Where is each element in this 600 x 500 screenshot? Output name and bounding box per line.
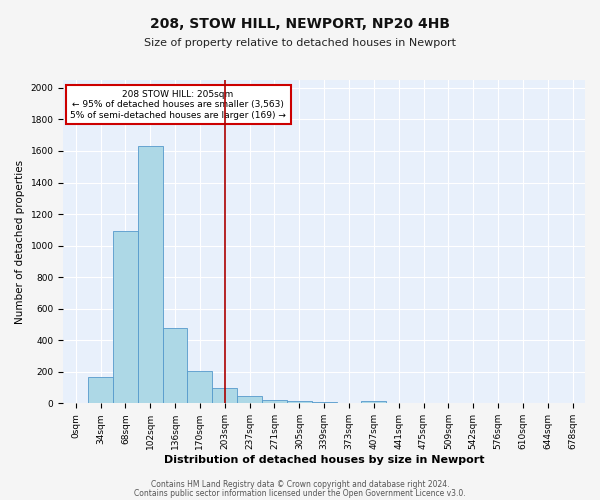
- Bar: [312, 402, 337, 404]
- Bar: [138, 146, 163, 404]
- Bar: [337, 402, 361, 404]
- Bar: [113, 232, 138, 404]
- Bar: [237, 396, 262, 404]
- Bar: [287, 402, 312, 404]
- Bar: [88, 376, 113, 404]
- Text: 208, STOW HILL, NEWPORT, NP20 4HB: 208, STOW HILL, NEWPORT, NP20 4HB: [150, 18, 450, 32]
- Text: Size of property relative to detached houses in Newport: Size of property relative to detached ho…: [144, 38, 456, 48]
- Bar: [187, 371, 212, 404]
- Text: 208 STOW HILL: 205sqm
← 95% of detached houses are smaller (3,563)
5% of semi-de: 208 STOW HILL: 205sqm ← 95% of detached …: [70, 90, 286, 120]
- Text: Contains HM Land Registry data © Crown copyright and database right 2024.: Contains HM Land Registry data © Crown c…: [151, 480, 449, 489]
- X-axis label: Distribution of detached houses by size in Newport: Distribution of detached houses by size …: [164, 455, 484, 465]
- Bar: [212, 388, 237, 404]
- Y-axis label: Number of detached properties: Number of detached properties: [15, 160, 25, 324]
- Bar: [163, 328, 187, 404]
- Bar: [361, 400, 386, 404]
- Bar: [262, 400, 287, 404]
- Text: Contains public sector information licensed under the Open Government Licence v3: Contains public sector information licen…: [134, 489, 466, 498]
